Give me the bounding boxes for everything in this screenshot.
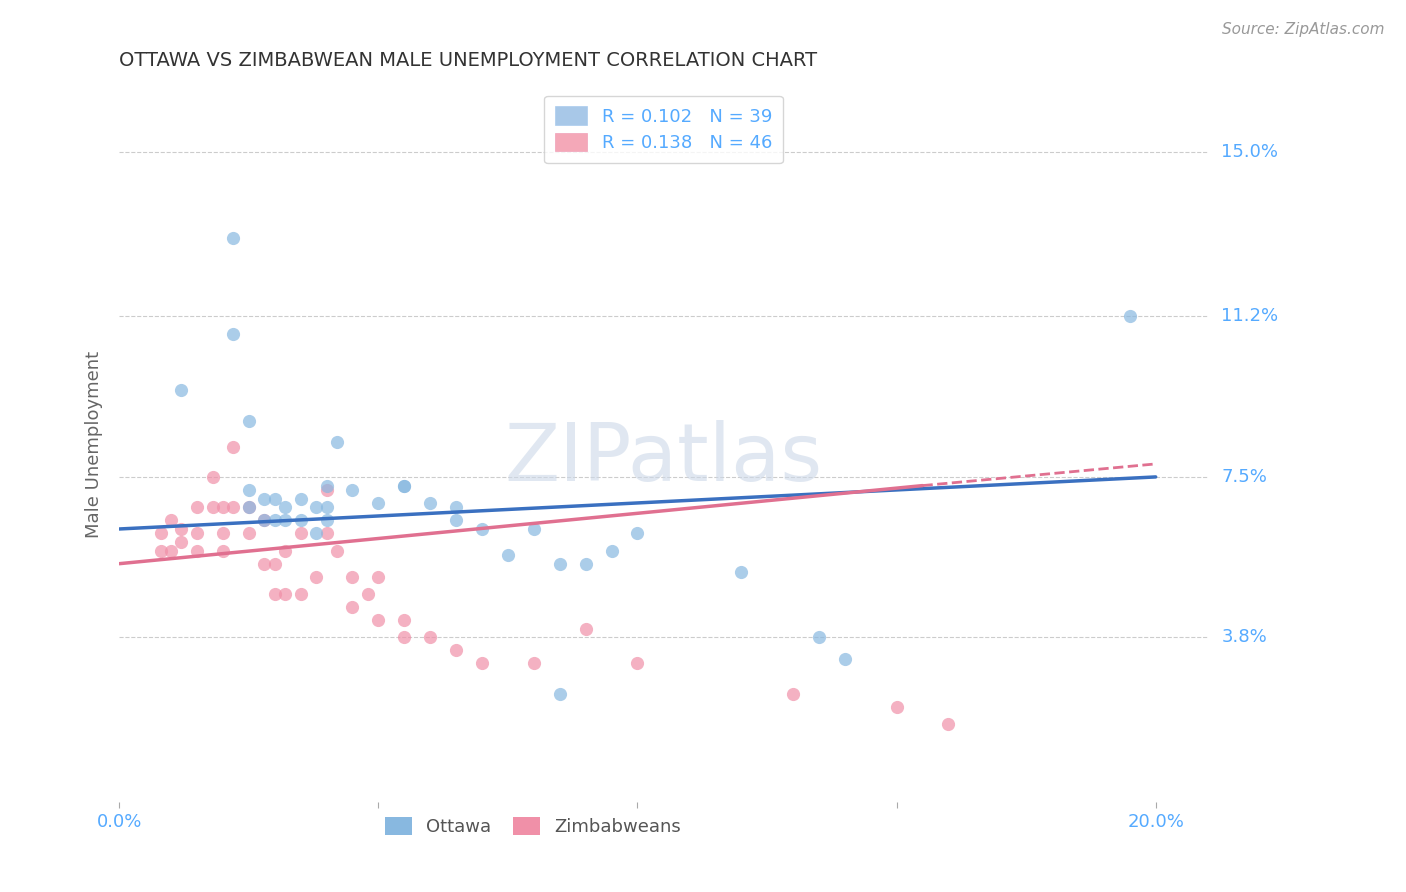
Point xyxy=(201,500,224,515)
Point xyxy=(222,231,245,245)
Point xyxy=(253,513,276,527)
Point xyxy=(290,526,312,541)
Point xyxy=(444,513,467,527)
Point xyxy=(394,613,416,627)
Point xyxy=(548,557,571,571)
Point xyxy=(1119,310,1142,324)
Point xyxy=(238,526,260,541)
Point xyxy=(626,526,648,541)
Point xyxy=(238,413,260,427)
Point xyxy=(548,687,571,701)
Point xyxy=(807,631,830,645)
Point xyxy=(782,687,804,701)
Point xyxy=(238,483,260,497)
Point xyxy=(367,613,389,627)
Point xyxy=(274,513,297,527)
Point xyxy=(342,483,364,497)
Point xyxy=(523,522,546,536)
Point xyxy=(471,657,494,671)
Point xyxy=(253,491,276,506)
Text: OTTAWA VS ZIMBABWEAN MALE UNEMPLOYMENT CORRELATION CHART: OTTAWA VS ZIMBABWEAN MALE UNEMPLOYMENT C… xyxy=(120,51,817,70)
Point xyxy=(274,500,297,515)
Point xyxy=(367,570,389,584)
Point xyxy=(253,513,276,527)
Point xyxy=(222,326,245,341)
Point xyxy=(290,491,312,506)
Point xyxy=(357,587,380,601)
Point xyxy=(263,557,285,571)
Point xyxy=(305,500,328,515)
Point xyxy=(575,557,598,571)
Point xyxy=(419,496,441,510)
Point xyxy=(938,717,960,731)
Point xyxy=(730,566,752,580)
Point xyxy=(471,522,494,536)
Point xyxy=(575,622,598,636)
Point xyxy=(394,478,416,492)
Point xyxy=(149,543,172,558)
Y-axis label: Male Unemployment: Male Unemployment xyxy=(86,351,103,538)
Point xyxy=(186,526,208,541)
Point xyxy=(394,478,416,492)
Point xyxy=(201,470,224,484)
Point xyxy=(186,543,208,558)
Point xyxy=(315,500,337,515)
Legend: Ottawa, Zimbabweans: Ottawa, Zimbabweans xyxy=(377,810,689,843)
Point xyxy=(523,657,546,671)
Point xyxy=(160,543,183,558)
Point xyxy=(263,513,285,527)
Point xyxy=(315,526,337,541)
Point xyxy=(238,500,260,515)
Text: 11.2%: 11.2% xyxy=(1222,308,1278,326)
Point xyxy=(263,491,285,506)
Point xyxy=(263,587,285,601)
Text: 7.5%: 7.5% xyxy=(1222,468,1267,486)
Text: 3.8%: 3.8% xyxy=(1222,629,1267,647)
Point xyxy=(342,600,364,615)
Point xyxy=(834,652,856,666)
Point xyxy=(212,543,235,558)
Point xyxy=(496,548,519,562)
Point xyxy=(274,587,297,601)
Point xyxy=(305,526,328,541)
Point xyxy=(886,699,908,714)
Point xyxy=(170,522,193,536)
Point xyxy=(394,631,416,645)
Point xyxy=(444,643,467,657)
Point xyxy=(326,435,349,450)
Text: Source: ZipAtlas.com: Source: ZipAtlas.com xyxy=(1222,22,1385,37)
Point xyxy=(170,383,193,397)
Text: 15.0%: 15.0% xyxy=(1222,143,1278,161)
Point xyxy=(222,500,245,515)
Point xyxy=(342,570,364,584)
Point xyxy=(149,526,172,541)
Point xyxy=(186,500,208,515)
Point xyxy=(315,478,337,492)
Point xyxy=(212,500,235,515)
Point xyxy=(419,631,441,645)
Point xyxy=(626,657,648,671)
Point xyxy=(367,496,389,510)
Point xyxy=(253,557,276,571)
Point xyxy=(315,513,337,527)
Point xyxy=(160,513,183,527)
Point xyxy=(238,500,260,515)
Point xyxy=(315,483,337,497)
Point xyxy=(170,535,193,549)
Point xyxy=(600,543,623,558)
Point xyxy=(290,587,312,601)
Point xyxy=(274,543,297,558)
Point xyxy=(444,500,467,515)
Point xyxy=(290,513,312,527)
Point xyxy=(222,440,245,454)
Point xyxy=(326,543,349,558)
Point xyxy=(305,570,328,584)
Text: ZIPatlas: ZIPatlas xyxy=(505,420,823,498)
Point xyxy=(212,526,235,541)
